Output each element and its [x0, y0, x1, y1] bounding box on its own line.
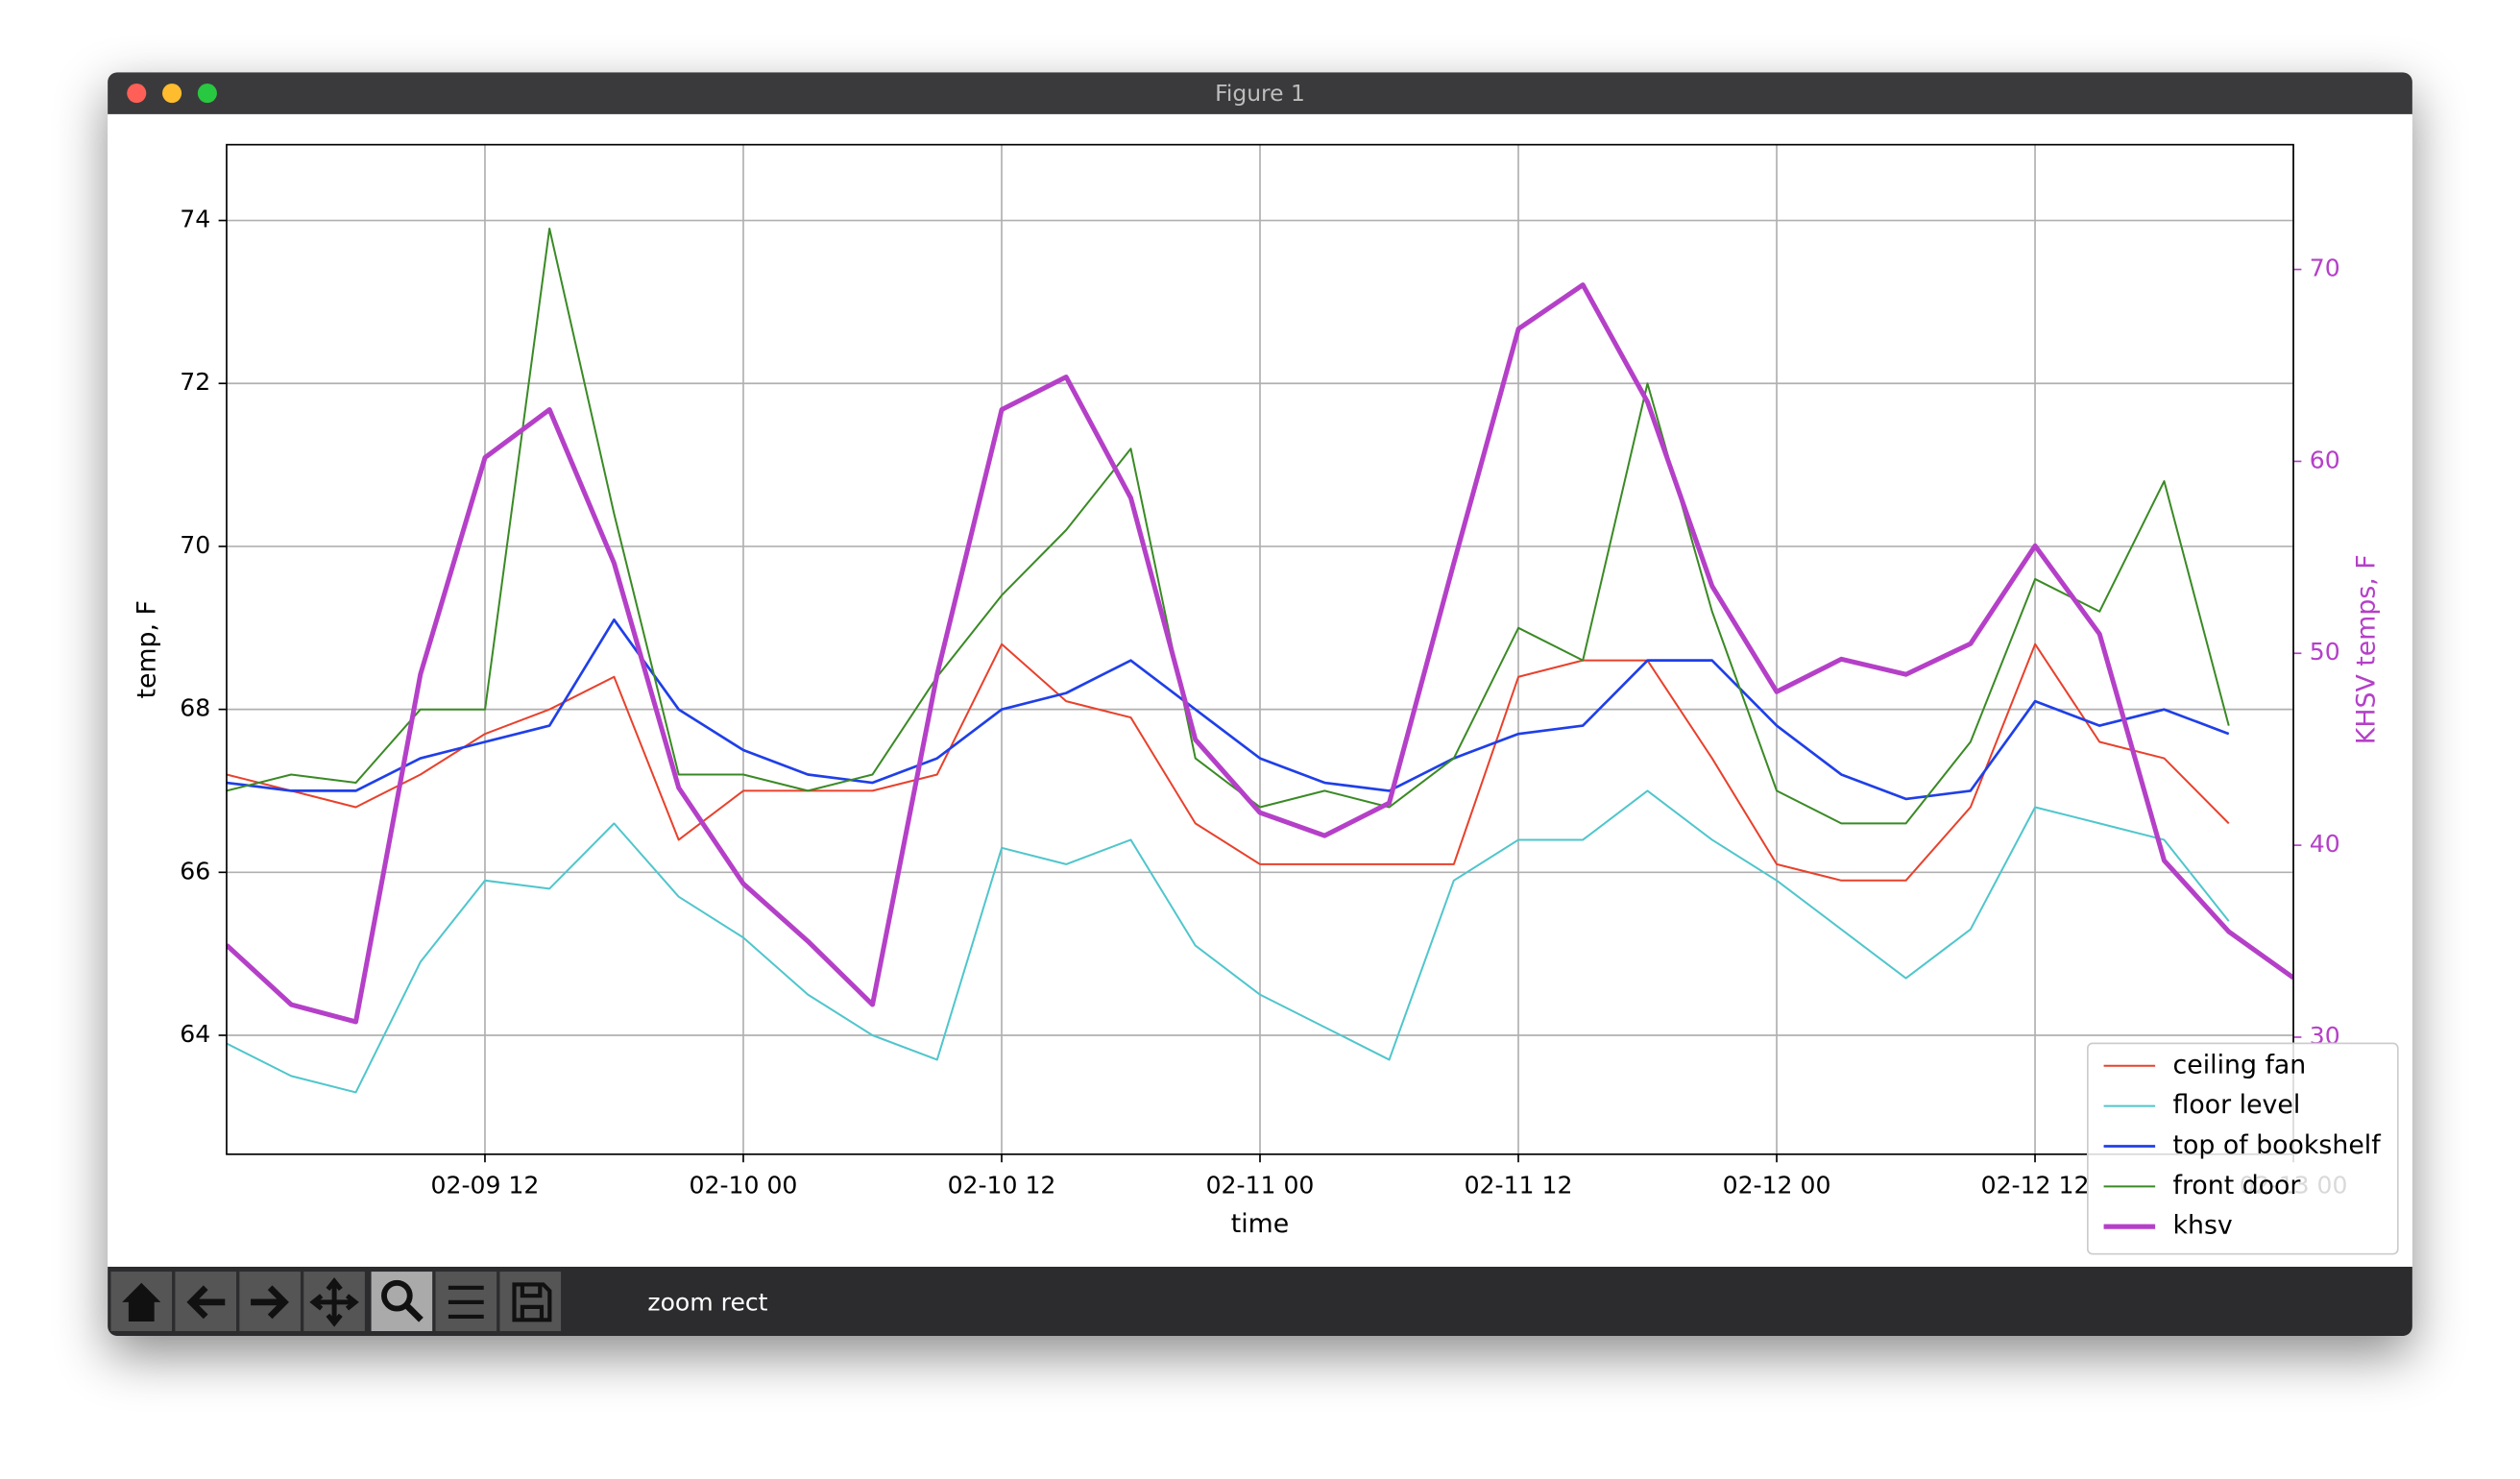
- legend-label: floor level: [2173, 1090, 2301, 1120]
- pan-icon: [309, 1277, 359, 1327]
- title-bar: [108, 72, 2412, 114]
- y-tick-label: 68: [180, 694, 210, 722]
- y-tick-label: 64: [180, 1020, 210, 1048]
- plot-lines: [226, 228, 2294, 1094]
- x-tick-label: 02-12 12: [1981, 1171, 2090, 1199]
- legend-label: front door: [2173, 1171, 2301, 1200]
- subplots-icon: [448, 1285, 484, 1320]
- zoom-button-toolbar[interactable]: [371, 1272, 433, 1331]
- x-tick-label: 02-12 00: [1723, 1171, 1831, 1199]
- x-tick-label: 02-11 00: [1206, 1171, 1315, 1199]
- window-title: Figure 1: [1215, 80, 1305, 107]
- x-axis-label: time: [1231, 1209, 1289, 1239]
- x-tick-label: 02-10 12: [948, 1171, 1056, 1199]
- home-icon: [122, 1282, 161, 1321]
- y2-axis-label: KHSV temps, F: [2352, 554, 2382, 744]
- forward-icon: [251, 1285, 289, 1320]
- toolbar: [108, 1267, 2412, 1337]
- y-axis-label: temp, F: [132, 600, 161, 698]
- series-line: [226, 618, 2230, 801]
- status-text: zoom rect: [647, 1289, 767, 1317]
- y-tick-label: 66: [180, 857, 210, 885]
- minimize-button[interactable]: [162, 84, 182, 104]
- y-tick-label: 70: [180, 531, 210, 559]
- back-icon: [186, 1285, 226, 1320]
- chart: 02-09 12 02-10 00 02-10 12 02-11 00 02-11 12…: [132, 143, 2399, 1255]
- save-button[interactable]: [499, 1272, 562, 1331]
- close-button[interactable]: [127, 84, 147, 104]
- legend-label: ceiling fan: [2173, 1050, 2307, 1079]
- y-tick-label: 72: [180, 368, 210, 396]
- zoom-icon-handle: [404, 1302, 424, 1322]
- y-tick-label: 74: [180, 206, 210, 233]
- series-line: [226, 228, 2230, 825]
- save-icon: [512, 1282, 552, 1322]
- y2-tick-label: 40: [2310, 830, 2340, 858]
- y2-tick-label: 50: [2310, 638, 2340, 666]
- legend-label: top of bookshelf: [2173, 1130, 2382, 1160]
- y2-tick-label: 70: [2310, 255, 2340, 282]
- legend: ceiling fan floor level top of bookshelf fr…: [2087, 1042, 2399, 1255]
- legend-label: khsv: [2173, 1211, 2233, 1241]
- x-tick-label: 02-11 12: [1465, 1171, 1573, 1199]
- series-line: [226, 789, 2230, 1094]
- y2-tick-label: 60: [2310, 446, 2340, 473]
- x-tick-label: 02-10 00: [690, 1171, 798, 1199]
- series-line: [226, 643, 2230, 882]
- zoom-icon: [381, 1279, 413, 1312]
- toolbar-buttons: [110, 1272, 562, 1331]
- zoom-button[interactable]: [197, 84, 217, 104]
- x-tick-label: 02-09 12: [431, 1171, 540, 1199]
- series-line: [226, 282, 2294, 1025]
- legend-box: [2087, 1042, 2399, 1255]
- plot-frame: [226, 143, 2294, 1155]
